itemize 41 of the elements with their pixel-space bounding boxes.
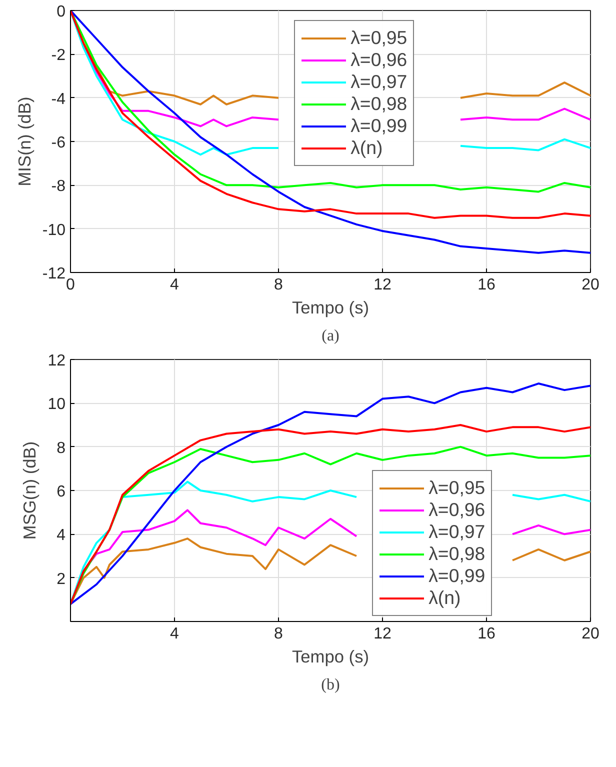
y-axis-title: MSG(n) (dB) [20, 441, 40, 540]
legend-label: λ=0,99 [428, 564, 486, 587]
y-tick-label: 0 [56, 4, 66, 20]
legend-label: λ=0,96 [428, 498, 486, 521]
y-tick-label: 12 [48, 352, 66, 370]
x-tick-label: 16 [478, 276, 496, 294]
legend-label: λ(n) [428, 586, 461, 609]
x-tick-label: 20 [582, 276, 600, 294]
legend-label: λ=0,95 [350, 27, 408, 49]
y-axis-title: MIS(n) (dB) [14, 96, 34, 186]
x-tick-label: 4 [170, 276, 180, 294]
x-tick-label: 8 [274, 626, 284, 642]
x-tick-label: 16 [478, 626, 496, 642]
y-tick-label: 10 [48, 396, 66, 414]
x-tick-label: 12 [374, 626, 392, 642]
legend-label: λ=0,95 [428, 476, 486, 499]
x-tick-label: 20 [582, 626, 600, 642]
text: (b) [321, 676, 340, 694]
x-tick-label: 12 [374, 276, 392, 294]
x-tick-label: 4 [170, 626, 180, 642]
y-tick-label: -10 [42, 222, 66, 239]
y-tick-label: -6 [51, 134, 66, 152]
legend-label: λ=0,98 [428, 542, 486, 565]
y-tick-label: 8 [56, 440, 66, 457]
text: (a) [322, 328, 340, 344]
y-tick-label: 4 [56, 527, 66, 544]
y-tick-label: -8 [51, 178, 66, 196]
x-axis-title: Tempo (s) [292, 298, 370, 318]
y-tick-label: 6 [56, 484, 66, 500]
legend-label: λ=0,97 [428, 520, 486, 543]
y-tick-label: -2 [51, 47, 66, 64]
legend-label: λ(n) [350, 137, 383, 159]
x-axis-title: Tempo (s) [292, 646, 370, 666]
legend-label: λ=0,99 [350, 115, 408, 137]
legend-label: λ=0,96 [350, 49, 408, 71]
legend-label: λ=0,98 [350, 93, 408, 115]
legend-label: λ=0,97 [350, 71, 408, 93]
x-tick-label: 8 [274, 276, 284, 294]
y-tick-label: -12 [42, 266, 66, 282]
y-tick-label: 2 [56, 570, 66, 588]
y-tick-label: -4 [51, 90, 66, 108]
